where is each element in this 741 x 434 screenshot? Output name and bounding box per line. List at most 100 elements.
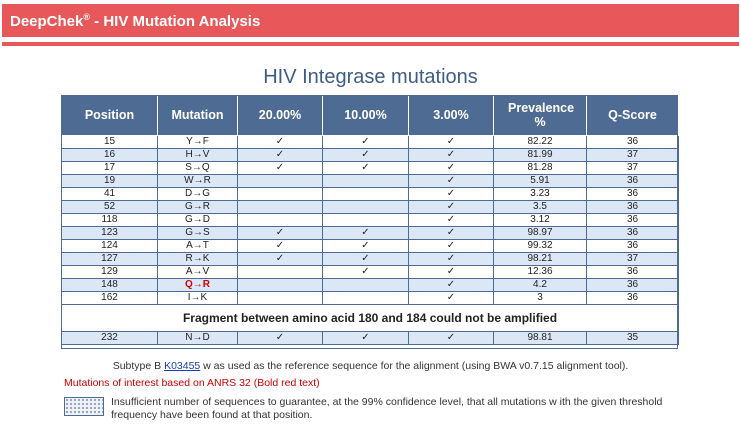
reference-note-prefix: Subtype B	[112, 360, 165, 372]
cell-qscore: 37	[586, 161, 679, 175]
mutation-table: Position Mutation 20.00% 10.00% 3.00% Pr…	[61, 95, 679, 345]
cell-20pct: ✓	[237, 135, 323, 149]
cell-mutation: G→R	[157, 200, 238, 214]
table-header-row: Position Mutation 20.00% 10.00% 3.00% Pr…	[61, 95, 679, 136]
header-divider	[2, 42, 739, 46]
cell-10pct	[322, 174, 409, 188]
table-row: 118 G→D ✓ 3.12 36	[61, 213, 679, 227]
cell-3pct: ✓	[408, 239, 494, 253]
mutations-of-interest-note: Mutations of interest based on ANRS 32 (…	[64, 377, 320, 389]
fragment-row: Fragment between amino acid 180 and 184 …	[61, 304, 679, 332]
cell-10pct: ✓	[322, 252, 409, 266]
cell-position: 16	[61, 148, 158, 162]
cell-20pct	[237, 174, 323, 188]
table-row: 123 G→S ✓ ✓ ✓ 98.97 36	[61, 226, 679, 240]
registered-mark: ®	[83, 12, 90, 22]
cell-3pct: ✓	[408, 174, 494, 188]
cell-prevalence: 99.32	[493, 239, 587, 253]
cell-3pct: ✓	[408, 291, 494, 305]
column-header-qscore: Q-Score	[586, 95, 679, 136]
cell-3pct: ✓	[408, 161, 494, 175]
table-row: 15 Y→F ✓ ✓ ✓ 82.22 36	[61, 135, 679, 149]
cell-mutation: Q→R	[157, 278, 238, 292]
cell-prevalence: 82.22	[493, 135, 587, 149]
cell-20pct	[237, 213, 323, 227]
cell-qscore: 36	[586, 135, 679, 149]
cell-position: 123	[61, 226, 158, 240]
cell-10pct: ✓	[322, 226, 409, 240]
cell-3pct: ✓	[408, 213, 494, 227]
table-row: 16 H→V ✓ ✓ ✓ 81.99 37	[61, 148, 679, 162]
cell-prevalence: 12.36	[493, 265, 587, 279]
cell-10pct	[322, 200, 409, 214]
cell-position: 52	[61, 200, 158, 214]
cell-3pct: ✓	[408, 252, 494, 266]
cell-position: 129	[61, 265, 158, 279]
cell-qscore: 36	[586, 213, 679, 227]
cell-prevalence: 3.5	[493, 200, 587, 214]
cell-position: 232	[61, 331, 158, 345]
cell-10pct: ✓	[322, 135, 409, 149]
cell-10pct: ✓	[322, 265, 409, 279]
table-row: 148 Q→R ✓ 4.2 36	[61, 278, 679, 292]
cell-mutation: H→V	[157, 148, 238, 162]
cell-20pct: ✓	[237, 226, 323, 240]
column-header-mutation: Mutation	[157, 95, 238, 136]
cell-prevalence: 98.97	[493, 226, 587, 240]
cell-prevalence: 81.99	[493, 148, 587, 162]
cell-position: 118	[61, 213, 158, 227]
table-row: 52 G→R ✓ 3.5 36	[61, 200, 679, 214]
cell-mutation: S→Q	[157, 161, 238, 175]
reference-note-suffix: w as used as the reference sequence for …	[200, 360, 629, 372]
cell-3pct: ✓	[408, 187, 494, 201]
cell-mutation: G→D	[157, 213, 238, 227]
cell-mutation: I→K	[157, 291, 238, 305]
table-row: 232 N→D ✓ ✓ ✓ 98.81 35	[61, 331, 679, 345]
cell-mutation: A→V	[157, 265, 238, 279]
cell-3pct: ✓	[408, 331, 494, 345]
cell-20pct	[237, 278, 323, 292]
cell-10pct	[322, 278, 409, 292]
cell-mutation: Y→F	[157, 135, 238, 149]
cell-position: 124	[61, 239, 158, 253]
cell-prevalence: 3	[493, 291, 587, 305]
cell-position: 15	[61, 135, 158, 149]
cell-prevalence: 98.21	[493, 252, 587, 266]
cell-position: 148	[61, 278, 158, 292]
cell-mutation: A→T	[157, 239, 238, 253]
cell-prevalence: 98.81	[493, 331, 587, 345]
cell-qscore: 37	[586, 252, 679, 266]
column-header-10pct: 10.00%	[322, 95, 409, 136]
cell-20pct	[237, 187, 323, 201]
cell-qscore: 36	[586, 174, 679, 188]
reference-link[interactable]: K03455	[164, 360, 201, 372]
cell-10pct	[322, 291, 409, 305]
cell-10pct	[322, 213, 409, 227]
table-row: 41 D→G ✓ 3.23 36	[61, 187, 679, 201]
cell-mutation: W→R	[157, 174, 238, 188]
cell-mutation: D→G	[157, 187, 238, 201]
cell-3pct: ✓	[408, 278, 494, 292]
column-header-20pct: 20.00%	[237, 95, 323, 136]
cell-qscore: 35	[586, 331, 679, 345]
cell-3pct: ✓	[408, 226, 494, 240]
app-title-suffix: - HIV Mutation Analysis	[90, 13, 261, 30]
column-header-prevalence: Prevalence %	[493, 95, 587, 136]
cell-qscore: 36	[586, 239, 679, 253]
brand-name: DeepChek	[10, 13, 84, 30]
cell-prevalence: 3.23	[493, 187, 587, 201]
cell-3pct: ✓	[408, 135, 494, 149]
app-header-bar: DeepChek® - HIV Mutation Analysis	[2, 4, 739, 37]
cell-mutation: G→S	[157, 226, 238, 240]
cell-10pct: ✓	[322, 331, 409, 345]
cell-20pct	[237, 291, 323, 305]
cell-10pct: ✓	[322, 148, 409, 162]
page-title: HIV Integrase mutations	[263, 66, 478, 88]
cell-position: 127	[61, 252, 158, 266]
app-title: DeepChek® - HIV Mutation Analysis	[10, 12, 260, 30]
cell-20pct: ✓	[237, 161, 323, 175]
cell-20pct: ✓	[237, 331, 323, 345]
column-header-position: Position	[61, 95, 158, 136]
cell-prevalence: 5.91	[493, 174, 587, 188]
cell-position: 41	[61, 187, 158, 201]
